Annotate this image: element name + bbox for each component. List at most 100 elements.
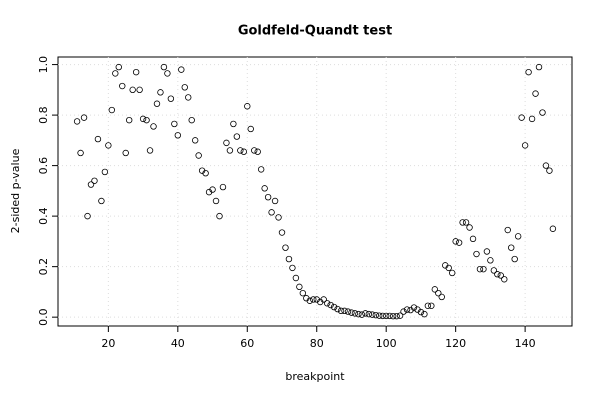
point — [362, 310, 369, 317]
y-axis-label: 2-sided p-value — [9, 148, 22, 233]
y-tick-label: 0.6 — [37, 157, 50, 175]
point — [174, 132, 182, 139]
point — [452, 238, 459, 245]
point — [233, 133, 241, 140]
point — [355, 310, 362, 318]
point — [226, 147, 234, 154]
point — [282, 244, 289, 251]
chart-title: Goldfeld-Quandt test — [238, 24, 392, 39]
point — [278, 229, 286, 236]
point — [487, 257, 494, 264]
point — [171, 120, 178, 128]
point — [125, 116, 133, 124]
point — [271, 197, 279, 205]
point — [101, 168, 109, 176]
point — [129, 86, 136, 94]
point — [181, 84, 188, 91]
point — [254, 148, 261, 155]
point — [292, 274, 300, 282]
point — [73, 118, 81, 125]
point — [525, 68, 532, 76]
y-tick-label: 0.2 — [37, 258, 50, 276]
point — [403, 306, 411, 313]
point — [91, 177, 98, 184]
point — [528, 115, 536, 123]
point — [497, 272, 505, 279]
point — [542, 162, 550, 169]
x-tick-label: 60 — [240, 337, 254, 350]
point — [521, 142, 529, 149]
point — [310, 296, 317, 303]
point — [299, 289, 307, 297]
point — [459, 219, 466, 226]
point — [320, 296, 327, 303]
point — [132, 68, 140, 76]
point — [244, 103, 251, 110]
point — [480, 265, 487, 273]
point — [393, 312, 400, 320]
point — [251, 147, 258, 154]
point — [382, 312, 390, 320]
point — [435, 289, 442, 297]
point — [296, 283, 303, 291]
point — [445, 264, 452, 272]
point — [473, 250, 480, 258]
point — [119, 82, 126, 90]
point — [514, 233, 522, 240]
point — [157, 89, 164, 96]
point — [369, 311, 376, 318]
point — [105, 142, 112, 149]
point — [428, 302, 435, 309]
point — [476, 265, 484, 273]
point — [539, 109, 546, 116]
point — [327, 301, 334, 309]
point — [351, 310, 359, 317]
point — [195, 152, 202, 159]
point — [212, 197, 220, 205]
point — [508, 244, 515, 251]
point — [306, 297, 313, 304]
point — [376, 312, 383, 319]
point — [285, 255, 293, 263]
point — [94, 135, 102, 143]
point — [344, 308, 352, 315]
point — [365, 310, 373, 318]
x-tick-label: 20 — [101, 337, 115, 350]
point — [150, 123, 157, 130]
y-tick-label: 0.4 — [37, 207, 50, 225]
point — [448, 269, 456, 277]
point — [483, 248, 491, 255]
point — [80, 114, 88, 121]
point — [348, 309, 355, 316]
point — [546, 167, 553, 174]
point — [122, 149, 129, 157]
point — [167, 95, 175, 102]
point — [160, 63, 168, 71]
point — [188, 116, 195, 124]
y-tick-label: 0.0 — [37, 308, 50, 326]
point — [494, 271, 501, 278]
point — [153, 100, 161, 107]
point — [216, 212, 223, 220]
point — [185, 94, 192, 101]
point — [112, 70, 119, 77]
point — [379, 312, 386, 320]
point — [146, 147, 154, 154]
point — [532, 90, 539, 97]
y-tick-label: 1.0 — [37, 56, 50, 74]
point — [264, 193, 272, 201]
point — [504, 226, 511, 234]
point — [209, 186, 216, 193]
point — [455, 239, 463, 246]
point — [219, 183, 227, 191]
point — [230, 120, 237, 128]
point — [268, 209, 275, 216]
point — [247, 125, 254, 133]
point — [462, 219, 470, 226]
point — [289, 264, 296, 272]
x-tick-label: 40 — [171, 337, 185, 350]
point — [389, 312, 397, 320]
point — [417, 308, 425, 316]
point — [424, 302, 432, 309]
